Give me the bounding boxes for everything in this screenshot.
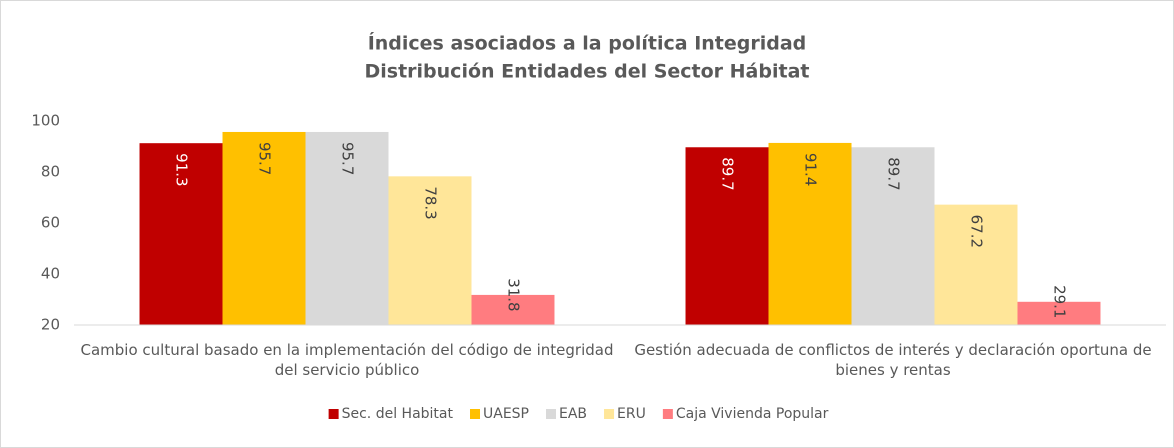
data-label: 89.7 (719, 157, 737, 190)
legend-swatch (546, 409, 557, 419)
bar (139, 143, 223, 325)
data-label: 78.3 (421, 186, 439, 219)
bar (305, 131, 389, 325)
legend-label: Caja Vivienda Popular (676, 406, 829, 422)
y-tick-label: 100 (31, 112, 60, 130)
bar (934, 204, 1018, 325)
bar (685, 147, 769, 325)
legend-swatch (328, 409, 339, 419)
data-label: 91.3 (173, 153, 191, 186)
bar (768, 142, 852, 325)
bar (388, 176, 472, 325)
legend-label: EAB (559, 406, 587, 422)
data-label: 95.7 (339, 142, 357, 175)
y-tick-label: 40 (41, 265, 60, 283)
bar (851, 147, 935, 325)
data-label: 91.4 (802, 153, 820, 186)
y-tick-label: 60 (41, 214, 60, 232)
legend-label: ERU (617, 406, 646, 422)
chart-subtitle: Distribución Entidades del Sector Hábita… (365, 61, 810, 83)
y-tick-label: 20 (41, 316, 60, 334)
chart-title: Índices asociados a la política Integrid… (368, 32, 807, 55)
bar (222, 131, 306, 325)
x-tick-label: Cambio cultural basado en la implementac… (80, 341, 614, 379)
legend-label: UAESP (483, 406, 529, 422)
legend-label: Sec. del Habitat (342, 406, 454, 422)
data-label: 29.1 (1050, 285, 1068, 318)
data-label: 31.8 (504, 278, 522, 311)
data-label: 95.7 (256, 142, 274, 175)
data-label: 89.7 (885, 157, 903, 190)
legend-swatch (470, 409, 481, 419)
y-tick-label: 80 (41, 163, 60, 181)
legend-swatch (662, 409, 673, 419)
bar (1017, 301, 1101, 325)
data-label: 67.2 (967, 215, 985, 248)
x-tick-label: Gestión adecuada de conflictos de interé… (634, 341, 1152, 379)
bar (471, 294, 555, 325)
legend-swatch (604, 409, 615, 419)
